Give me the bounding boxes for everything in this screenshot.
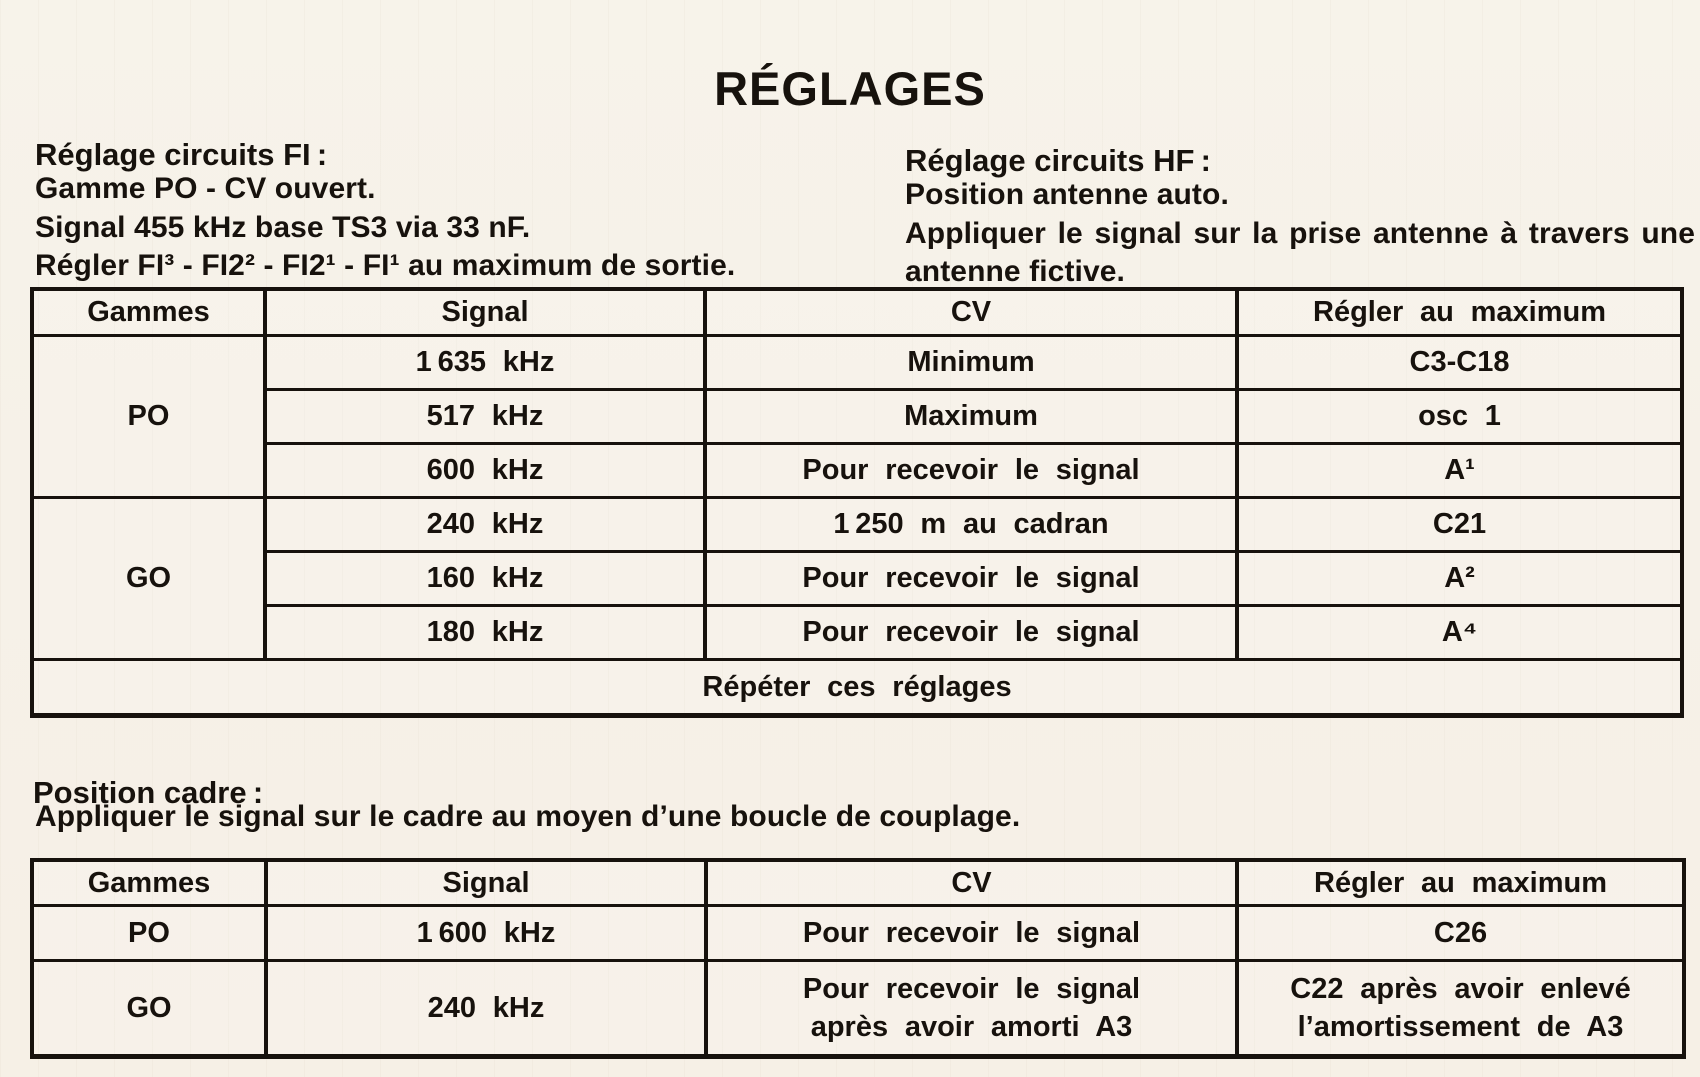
position-cadre-table: Gammes Signal CV Régler au maximum PO 1 …	[30, 858, 1686, 1059]
cell-gamme: PO	[30, 903, 268, 962]
section-fi-body: Gamme PO - CV ouvert. Signal 455 kHz bas…	[35, 170, 735, 286]
table-row: PO 1 635 kHz Minimum C3-C18	[30, 333, 1684, 499]
section-heading-cadre: Position cadre :	[33, 774, 264, 810]
cell-cv: Pour recevoir le signal	[704, 903, 1239, 962]
fi-line-3: Régler FI³ - FI2² - FI2¹ - FI¹ au maximu…	[35, 249, 736, 282]
cell-gamme: PO	[30, 333, 267, 499]
header-cell-gammes: Gammes	[30, 287, 267, 337]
table-header-row: Gammes Signal CV Régler au maximum	[30, 858, 1686, 907]
cell-regler: C3-C18	[1235, 333, 1684, 391]
cell-signal: 1 635 kHz	[263, 333, 707, 391]
header-cell-gammes: Gammes	[30, 858, 268, 907]
table-row: PO 1 600 kHz Pour recevoir le signal C26	[30, 903, 1686, 962]
table-row: 160 kHz Pour recevoir le signal A²	[32, 549, 1684, 607]
hf-line-2: Appliquer le signal sur la prise antenne…	[905, 216, 1695, 250]
table-header-row: Gammes Signal CV Régler au maximum	[30, 287, 1684, 337]
hf-line-1: Position antenne auto.	[905, 178, 1229, 211]
cell-signal: 240 kHz	[263, 495, 707, 553]
cell-regler: C22 après avoir enlevé l’amortissement d…	[1235, 958, 1686, 1058]
cell-cv: 1 250 m au cadran	[703, 495, 1239, 553]
cell-gamme: GO	[30, 495, 267, 661]
cell-regler: C26	[1235, 903, 1686, 962]
cell-regler: A²	[1235, 549, 1684, 607]
fi-line-1: Gamme PO - CV ouvert.	[35, 172, 376, 205]
header-cell-signal: Signal	[263, 287, 707, 337]
header-cell-cv: CV	[703, 287, 1239, 337]
cell-cv: Pour recevoir le signal	[703, 441, 1239, 499]
cell-signal: 180 kHz	[263, 603, 707, 661]
cell-regler: C21	[1235, 495, 1684, 553]
cell-signal: 600 kHz	[263, 441, 707, 499]
header-cell-cv: CV	[704, 858, 1239, 907]
cell-gamme: GO	[30, 958, 268, 1058]
cell-signal: 1 600 kHz	[264, 903, 708, 962]
cell-signal: 517 kHz	[263, 387, 707, 445]
cell-cv: Pour recevoir le signal	[703, 549, 1239, 607]
cell-regler: osc 1	[1235, 387, 1684, 445]
cell-cv: Minimum	[703, 333, 1239, 391]
section-heading-hf: Réglage circuits HF :	[905, 142, 1211, 178]
fi-line-2: Signal 455 kHz base TS3 via 33 nF.	[35, 210, 531, 244]
cell-regler: A¹	[1235, 441, 1684, 499]
cell-regler: A⁴	[1235, 603, 1684, 661]
header-cell-regler: Régler au maximum	[1235, 287, 1684, 337]
cell-cv: Pour recevoir le signal	[703, 603, 1239, 661]
footer-cell: Répéter ces réglages	[30, 657, 1684, 717]
hf-line-3: antenne fictive.	[905, 255, 1125, 288]
table-row: 600 kHz Pour recevoir le signal A¹	[32, 441, 1684, 499]
header-cell-regler: Régler au maximum	[1235, 858, 1686, 907]
reglage-fi-hf-table: Gammes Signal CV Régler au maximum PO 1 …	[30, 287, 1684, 718]
table-row: GO 240 kHz 1 250 m au cadran C21	[30, 495, 1684, 661]
table-row: GO 240 kHz Pour recevoir le signal après…	[30, 958, 1686, 1058]
table-row: 517 kHz Maximum osc 1	[32, 387, 1684, 445]
page-title: RÉGLAGES	[714, 62, 986, 116]
cell-cv: Maximum	[703, 387, 1239, 445]
header-cell-signal: Signal	[264, 858, 708, 907]
table-row: 180 kHz Pour recevoir le signal A⁴	[32, 603, 1684, 661]
section-hf-body: Position antenne auto. Appliquer le sign…	[905, 176, 1695, 292]
cell-signal: 160 kHz	[263, 549, 707, 607]
cell-signal: 240 kHz	[264, 958, 708, 1058]
table-footer-row: Répéter ces réglages	[30, 657, 1684, 717]
cadre-line-1: Appliquer le signal sur le cadre au moye…	[35, 800, 1021, 833]
cell-cv: Pour recevoir le signal après avoir amor…	[704, 958, 1239, 1058]
section-heading-fi: Réglage circuits FI :	[35, 136, 328, 172]
